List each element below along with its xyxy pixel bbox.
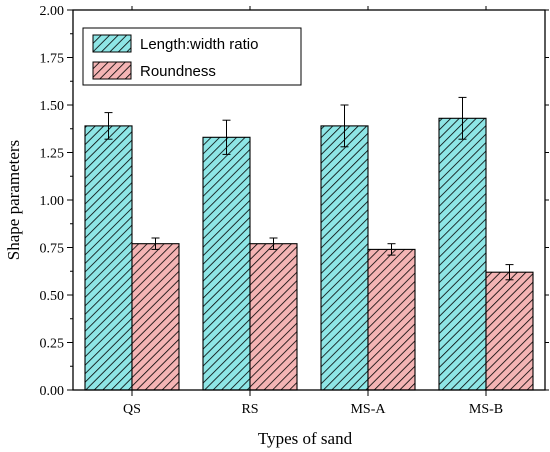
- x-tick-label: MS-A: [350, 402, 386, 417]
- legend: Length:width ratio Roundness: [82, 27, 302, 86]
- bar-roundness: [485, 271, 534, 391]
- x-tick-label: RS: [241, 402, 258, 417]
- bar-roundness: [131, 243, 180, 391]
- y-tick-label: 1.75: [40, 52, 65, 67]
- error-bars-layer: [104, 96, 514, 281]
- y-tick-label: 1.50: [40, 99, 65, 114]
- y-axis-title: Shape parameters: [4, 140, 23, 260]
- legend-label-roundness: Roundness: [140, 63, 216, 80]
- y-tick-label: 0.00: [40, 384, 65, 399]
- y-tick-label: 0.75: [40, 242, 65, 257]
- y-tick-label: 1.25: [40, 147, 65, 162]
- x-axis: QS RS MS-A MS-B: [123, 6, 503, 417]
- bars-layer: [84, 117, 534, 391]
- bar-length-width-ratio: [202, 136, 251, 391]
- bar-roundness: [249, 243, 298, 391]
- x-tick-label: MS-B: [469, 402, 503, 417]
- bar-roundness: [367, 248, 416, 391]
- y-tick-label: 1.00: [40, 194, 65, 209]
- bar-length-width-ratio: [320, 125, 369, 391]
- legend-label-length-width: Length:width ratio: [140, 36, 258, 53]
- y-tick-label: 0.25: [40, 337, 65, 352]
- bar-length-width-ratio: [438, 117, 487, 391]
- x-axis-title: Types of sand: [258, 429, 353, 448]
- y-tick-label: 0.50: [40, 289, 65, 304]
- x-tick-label: QS: [123, 402, 141, 417]
- y-tick-label: 2.00: [40, 4, 65, 19]
- legend-swatch-roundness: [92, 61, 132, 80]
- y-axis: 0.00 0.25 0.50 0.75 1.00 1.25 1.50 1.75 2.00: [40, 4, 549, 399]
- legend-swatch-length-width: [92, 34, 132, 53]
- bar-length-width-ratio: [84, 125, 133, 391]
